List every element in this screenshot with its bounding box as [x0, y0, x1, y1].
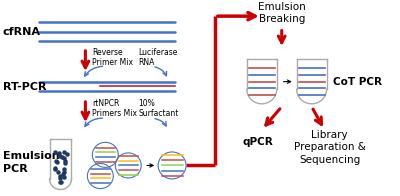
Text: RT-PCR: RT-PCR — [3, 83, 46, 93]
Text: qPCR: qPCR — [242, 137, 273, 147]
Text: Luciferase
RNA: Luciferase RNA — [138, 48, 178, 67]
Text: 10%
Surfactant: 10% Surfactant — [138, 99, 178, 118]
Text: rtNPCR
Primers Mix: rtNPCR Primers Mix — [92, 99, 137, 118]
Text: Emulsion
PCR: Emulsion PCR — [3, 151, 59, 174]
Text: Emulsion
Breaking: Emulsion Breaking — [258, 2, 306, 25]
Text: Reverse
Primer Mix: Reverse Primer Mix — [92, 48, 133, 67]
Text: cfRNA: cfRNA — [3, 26, 41, 36]
Text: CoT PCR: CoT PCR — [332, 77, 382, 87]
Text: Library
Preparation &
Sequencing: Library Preparation & Sequencing — [294, 130, 366, 165]
